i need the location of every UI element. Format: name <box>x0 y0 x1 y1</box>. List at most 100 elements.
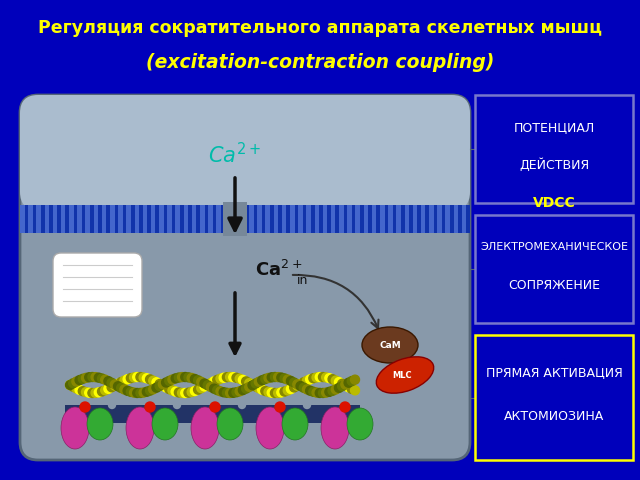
Circle shape <box>126 373 135 383</box>
Circle shape <box>293 381 302 390</box>
Circle shape <box>322 373 331 382</box>
Circle shape <box>210 402 220 412</box>
Circle shape <box>213 375 222 384</box>
Circle shape <box>319 372 328 382</box>
Circle shape <box>277 388 286 397</box>
Circle shape <box>369 401 376 408</box>
Circle shape <box>81 373 90 383</box>
Circle shape <box>309 387 318 396</box>
Circle shape <box>338 382 347 391</box>
Circle shape <box>296 382 305 391</box>
Circle shape <box>94 388 103 397</box>
Circle shape <box>107 383 116 392</box>
Circle shape <box>72 384 81 393</box>
Circle shape <box>344 383 353 392</box>
Circle shape <box>296 380 305 388</box>
Ellipse shape <box>256 407 284 449</box>
Ellipse shape <box>191 407 219 449</box>
Circle shape <box>210 384 219 393</box>
Circle shape <box>116 384 125 393</box>
Circle shape <box>264 387 273 396</box>
Circle shape <box>245 383 254 392</box>
Circle shape <box>145 375 154 384</box>
Circle shape <box>168 375 177 384</box>
Circle shape <box>258 376 267 385</box>
Circle shape <box>136 372 145 382</box>
Circle shape <box>226 372 235 382</box>
Circle shape <box>203 381 212 390</box>
Circle shape <box>193 376 203 385</box>
Circle shape <box>68 382 77 391</box>
FancyBboxPatch shape <box>20 95 470 460</box>
Circle shape <box>338 379 347 388</box>
Circle shape <box>104 384 113 393</box>
Ellipse shape <box>61 407 89 449</box>
Circle shape <box>274 388 283 397</box>
Bar <box>20 205 470 233</box>
Circle shape <box>110 381 119 390</box>
Ellipse shape <box>87 408 113 440</box>
Bar <box>93 205 98 233</box>
Text: (excitation-contraction coupling): (excitation-contraction coupling) <box>146 52 494 72</box>
Bar <box>151 205 156 233</box>
Bar <box>143 205 147 233</box>
Circle shape <box>325 373 334 383</box>
Circle shape <box>206 383 216 392</box>
Bar <box>380 205 385 233</box>
Circle shape <box>206 379 216 387</box>
Bar <box>475 215 633 323</box>
Circle shape <box>136 388 145 397</box>
Circle shape <box>145 386 154 395</box>
Circle shape <box>68 379 77 388</box>
Circle shape <box>113 379 122 388</box>
Text: ДЕЙСТВИЯ: ДЕЙСТВИЯ <box>519 158 589 172</box>
Circle shape <box>239 375 248 384</box>
Circle shape <box>142 374 151 383</box>
Circle shape <box>290 378 299 387</box>
Circle shape <box>284 375 292 384</box>
Bar <box>396 205 401 233</box>
Circle shape <box>245 379 254 387</box>
Circle shape <box>335 378 344 386</box>
Text: Регуляция сократительного аппарата скелетных мышц: Регуляция сократительного аппарата скеле… <box>38 19 602 37</box>
Circle shape <box>287 376 296 385</box>
Circle shape <box>264 373 273 383</box>
Bar <box>184 205 188 233</box>
Circle shape <box>91 372 100 382</box>
Circle shape <box>100 386 109 395</box>
Circle shape <box>126 387 135 396</box>
Circle shape <box>242 384 251 393</box>
Circle shape <box>109 401 115 408</box>
Circle shape <box>261 374 270 384</box>
Circle shape <box>255 384 264 393</box>
Circle shape <box>123 386 132 396</box>
Bar <box>45 205 49 233</box>
Bar <box>475 335 633 460</box>
Circle shape <box>65 381 74 389</box>
Bar <box>331 205 335 233</box>
Circle shape <box>196 384 206 393</box>
Bar <box>274 205 278 233</box>
Circle shape <box>252 379 260 388</box>
Bar <box>61 205 65 233</box>
Circle shape <box>161 378 171 387</box>
Circle shape <box>148 376 157 385</box>
Circle shape <box>65 381 74 389</box>
Text: АКТОМИОЗИНА: АКТОМИОЗИНА <box>504 410 604 423</box>
Circle shape <box>277 373 286 382</box>
Circle shape <box>306 386 315 395</box>
Circle shape <box>306 375 315 384</box>
Circle shape <box>174 388 184 397</box>
Circle shape <box>248 381 257 390</box>
Bar <box>372 205 376 233</box>
Circle shape <box>341 380 350 389</box>
Bar <box>388 205 393 233</box>
Circle shape <box>223 388 232 397</box>
Bar <box>282 205 286 233</box>
Circle shape <box>348 384 356 394</box>
Circle shape <box>142 387 151 396</box>
Circle shape <box>80 402 90 412</box>
Circle shape <box>129 388 138 397</box>
Circle shape <box>190 386 200 396</box>
Circle shape <box>152 378 161 387</box>
